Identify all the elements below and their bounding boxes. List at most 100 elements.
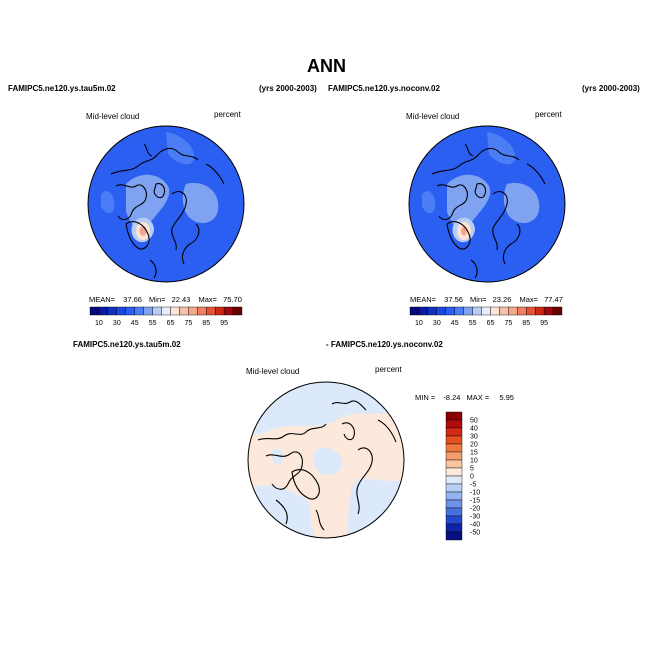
panel1-colorbar-swatch xyxy=(125,306,135,316)
panel2-colorbar-swatch xyxy=(418,306,429,316)
panel2-map xyxy=(408,125,566,283)
panel2-mean-label: MEAN= xyxy=(410,295,437,304)
panel2-field-region xyxy=(447,174,491,231)
diff-colorbar-tick-label: 10 xyxy=(470,458,478,465)
panel1-field-region xyxy=(126,174,170,231)
panel1-field-region xyxy=(101,191,115,214)
diff-field-region xyxy=(313,447,343,476)
diff-colorbar-tick-label: 15 xyxy=(470,450,478,457)
diff-colorbar-swatch xyxy=(445,515,463,525)
panel2-colorbar-swatch xyxy=(552,306,563,316)
diff-colorbar-swatch xyxy=(445,459,463,469)
panel1-map-border xyxy=(87,125,245,283)
panel2-min-value: 23.26 xyxy=(492,295,512,304)
panel1-colorbar-swatch xyxy=(152,306,162,316)
panel1-units-label: percent xyxy=(214,110,241,119)
diff-colorbar-tick-label: 0 xyxy=(470,474,474,481)
panel1-colorbar-swatch xyxy=(188,306,198,316)
diff-max-value: 5.95 xyxy=(499,393,514,402)
panel2-map-border xyxy=(408,125,566,283)
panel2-colorbar-swatch xyxy=(445,306,455,316)
panel1-colorbar-swatch xyxy=(161,306,171,316)
panel1-colorbar-swatch xyxy=(170,306,180,316)
panel2-colorbar-tick-label: 10 xyxy=(415,320,423,327)
diff-coastlines xyxy=(257,400,397,531)
diff-colorbar-swatch xyxy=(445,523,463,533)
panel2-colorbar-swatch xyxy=(472,306,482,316)
panel2-colorbar-swatch xyxy=(454,306,464,316)
panel1-min-label: Min= xyxy=(149,295,166,304)
diff-colorbar-tick-label: 20 xyxy=(470,442,478,449)
diff-min-label: MIN = xyxy=(415,393,436,402)
diff-colorbar-swatch xyxy=(445,483,463,493)
panel1-colorbar-swatch xyxy=(134,306,144,316)
diff-colorbar-swatch xyxy=(445,435,463,445)
panel1-colorbar-swatch xyxy=(89,306,100,316)
diff-colorbar-tick-label: -40 xyxy=(470,522,480,529)
diff-max-label: MAX = xyxy=(466,393,490,402)
panel1-mean-value: 37.66 xyxy=(123,295,142,304)
panel1-colorbar-tick-label: 55 xyxy=(149,320,157,327)
panel2-coastlines xyxy=(431,143,546,279)
panel1-colorbar-swatch xyxy=(206,306,216,316)
panel2-variable-label: Mid-level cloud xyxy=(406,112,460,121)
diff-colorbar-swatch xyxy=(445,491,463,501)
diff-colorbar-tick-label: -50 xyxy=(470,530,480,537)
panel2-colorbar-tick-label: 95 xyxy=(540,320,548,327)
panel1-variable-label: Mid-level cloud xyxy=(86,112,140,121)
panel2-colorbar-swatch xyxy=(517,306,527,316)
panel1-mean-label: MEAN= xyxy=(89,295,116,304)
diff-stats: MIN = -8.24 MAX = 5.95 xyxy=(415,393,514,402)
panel1-max-value: 75.70 xyxy=(223,295,242,304)
panel2-colorbar-tick-label: 30 xyxy=(433,320,441,327)
panel1-colorbar-swatch xyxy=(223,306,234,316)
diff-colorbar-tick-label: 5 xyxy=(470,466,474,473)
diff-colorbar-tick-label: -10 xyxy=(470,490,480,497)
panel2-field-region xyxy=(422,191,436,214)
panel2-colorbar-swatch xyxy=(481,306,491,316)
panel2-stats: MEAN= 37.56 Min= 23.26 Max= 77.47 xyxy=(410,295,563,304)
diff-colorbar-swatch xyxy=(445,531,463,541)
diff-colorbar-swatch xyxy=(445,475,463,485)
panel2-colorbar-tick-label: 75 xyxy=(504,320,512,327)
panel1-colorbar-swatch xyxy=(116,306,126,316)
panel2-colorbar-tick-label: 85 xyxy=(522,320,530,327)
diff-colorbar-swatch xyxy=(445,443,463,453)
panel2-units-label: percent xyxy=(535,110,562,119)
panel1-colorbar-swatch xyxy=(98,306,109,316)
panel2-colorbar-tick-label: 65 xyxy=(487,320,495,327)
panel2-colorbar: 10 30 45 55 65 75 85 95 xyxy=(409,306,563,327)
panel2-colorbar-swatch xyxy=(543,306,554,316)
panel2-max-value: 77.47 xyxy=(544,295,563,304)
diff-case-b-label: - FAMIPC5.ne120.ys.noconv.02 xyxy=(326,340,443,349)
diff-colorbar-tick-label: 40 xyxy=(470,426,478,433)
diff-colorbar-swatch xyxy=(445,451,463,461)
diff-case-a-label: FAMIPC5.ne120.ys.tau5m.02 xyxy=(73,340,181,349)
panel2-mean-value: 37.56 xyxy=(444,295,463,304)
panel1-field-region xyxy=(139,226,147,236)
diff-colorbar-tick-label: -15 xyxy=(470,498,480,505)
panel1-colorbar: 10 30 45 55 65 75 85 95 xyxy=(89,306,243,327)
diff-colorbar-tick-label: -5 xyxy=(470,482,476,489)
panel1-colorbar-swatch xyxy=(197,306,207,316)
panel2-max-label: Max= xyxy=(519,295,539,304)
diff-colorbar-tick-label: 50 xyxy=(470,418,478,425)
panel2-colorbar-swatch xyxy=(490,306,500,316)
panel1-colorbar-swatch xyxy=(232,306,243,316)
panel1-stats: MEAN= 37.66 Min= 22.43 Max= 75.70 xyxy=(89,295,242,304)
panel1-min-value: 22.43 xyxy=(171,295,191,304)
figure-title: ANN xyxy=(307,56,346,76)
diff-colorbar-swatch xyxy=(445,467,463,477)
diff-colorbar-swatch xyxy=(445,411,463,421)
panel1-map xyxy=(87,125,245,283)
panel2-colorbar-tick-label: 55 xyxy=(469,320,477,327)
panel1-coastlines xyxy=(110,143,225,279)
panel1-colorbar-swatch xyxy=(107,306,118,316)
panel1-colorbar-swatch xyxy=(143,306,153,316)
panel1-case-label: FAMIPC5.ne120.ys.tau5m.02 xyxy=(8,84,116,93)
panel1-colorbar-swatch xyxy=(179,306,189,316)
panel1-colorbar-tick-label: 85 xyxy=(202,320,210,327)
panel2-colorbar-swatch xyxy=(436,306,446,316)
panel1-colorbar-tick-label: 65 xyxy=(167,320,175,327)
